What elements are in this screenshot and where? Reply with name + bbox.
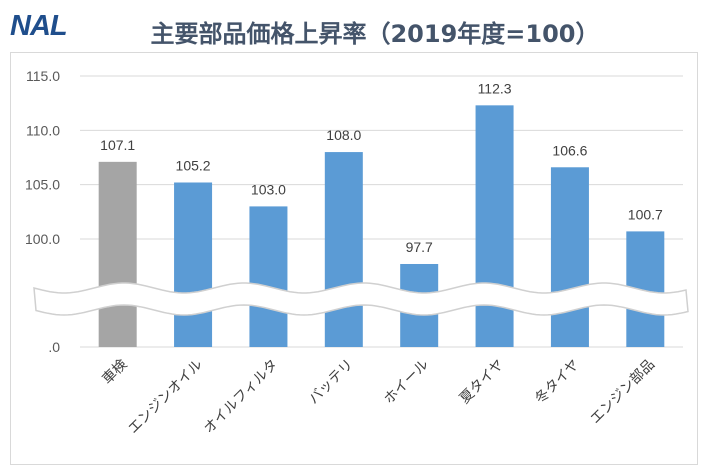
bar (475, 105, 514, 347)
data-labels: 107.1 105.2 103.0 108.0 97.7 112.3 106.6 100.7 (100, 80, 663, 255)
y-tick-label: 105.0 (25, 177, 60, 193)
data-label: 107.1 (100, 137, 135, 153)
data-label: 112.3 (478, 80, 512, 96)
x-tick-label: 冬タイヤ (532, 357, 583, 408)
x-tick-label: バッテリ (306, 357, 357, 408)
chart-title: 主要部品価格上昇率（2019年度=100） (150, 20, 600, 48)
chart-frame (10, 52, 698, 465)
data-label: 106.6 (552, 142, 587, 158)
y-axis-ticks: 115.0 110.0 105.0 100.0 .0 (25, 68, 60, 355)
axis-break (33, 282, 689, 316)
y-tick-label: 110.0 (26, 122, 60, 138)
bar (324, 152, 363, 347)
y-tick-label: .0 (48, 339, 60, 355)
nal-logo: NAL (10, 10, 68, 42)
x-tick-label: オイルフィルタ (201, 357, 281, 437)
data-label: 100.7 (628, 206, 663, 222)
data-label: 97.7 (406, 239, 433, 255)
bar (98, 161, 137, 347)
data-label: 105.2 (176, 157, 211, 173)
x-tick-label: 車検 (99, 356, 131, 388)
axis-break-band (33, 282, 689, 316)
x-tick-label: ホイール (381, 357, 432, 408)
data-label: 108.0 (326, 127, 361, 143)
y-tick-label: 115.0 (26, 68, 60, 84)
bar (249, 206, 288, 347)
x-tick-label: エンジンオイル (125, 357, 206, 438)
bar (550, 167, 589, 347)
x-tick-label: エンジン部品 (587, 357, 658, 428)
bar (174, 182, 213, 347)
data-label: 103.0 (251, 181, 286, 197)
x-tick-label: 夏タイヤ (457, 357, 508, 408)
y-tick-label: 100.0 (25, 231, 60, 247)
